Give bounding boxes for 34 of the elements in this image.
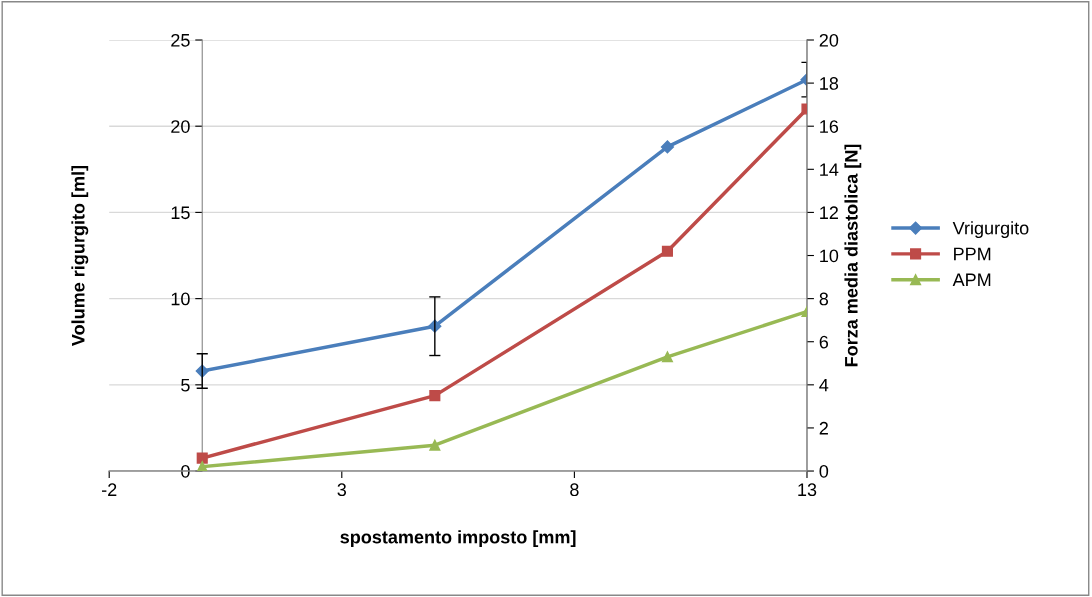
x-tick-label: -2 — [101, 483, 117, 496]
y-axis-title: Volume rigurgito [ml] — [71, 165, 89, 346]
y-tick-label: 0 — [181, 464, 190, 478]
x-tick-label: 3 — [337, 483, 347, 497]
y-tick-label: 25 — [171, 33, 190, 47]
point — [661, 351, 673, 363]
legend-label: Vrigurgito — [952, 221, 1029, 239]
y-tick-label: 15 — [171, 206, 190, 220]
point — [196, 461, 208, 472]
y-tick-label: 10 — [171, 292, 190, 306]
y-tick-label: 20 — [171, 120, 190, 133]
y2-tick-label: 8 — [819, 292, 829, 306]
y2-axis-title: Forza media diastolica [N] — [844, 144, 862, 367]
y2-tick-label: 6 — [819, 335, 829, 349]
y2-tick-label: 0 — [819, 464, 829, 478]
y2-tick-label: 2 — [819, 421, 828, 435]
y-tick-label: 5 — [181, 378, 190, 392]
y2-tick-label: 12 — [820, 206, 838, 219]
point — [429, 439, 441, 451]
x-tick-label: 13 — [798, 483, 817, 497]
point — [660, 140, 675, 154]
legend-label: PPM — [954, 247, 991, 261]
point — [196, 452, 208, 464]
y2-tick-label: 18 — [820, 77, 839, 90]
y2-tick-label: 20 — [819, 33, 839, 47]
x-axis-title: spostamento imposto [mm] — [340, 530, 576, 548]
y2-tick-label: 16 — [820, 120, 839, 133]
point — [661, 245, 673, 257]
y2-tick-label: 4 — [819, 378, 829, 392]
x-tick-label: 8 — [570, 483, 579, 497]
y2-tick-label: 10 — [820, 249, 839, 263]
point — [429, 390, 441, 402]
legend-label: APM — [952, 273, 991, 287]
y2-tick-label: 14 — [820, 163, 839, 176]
